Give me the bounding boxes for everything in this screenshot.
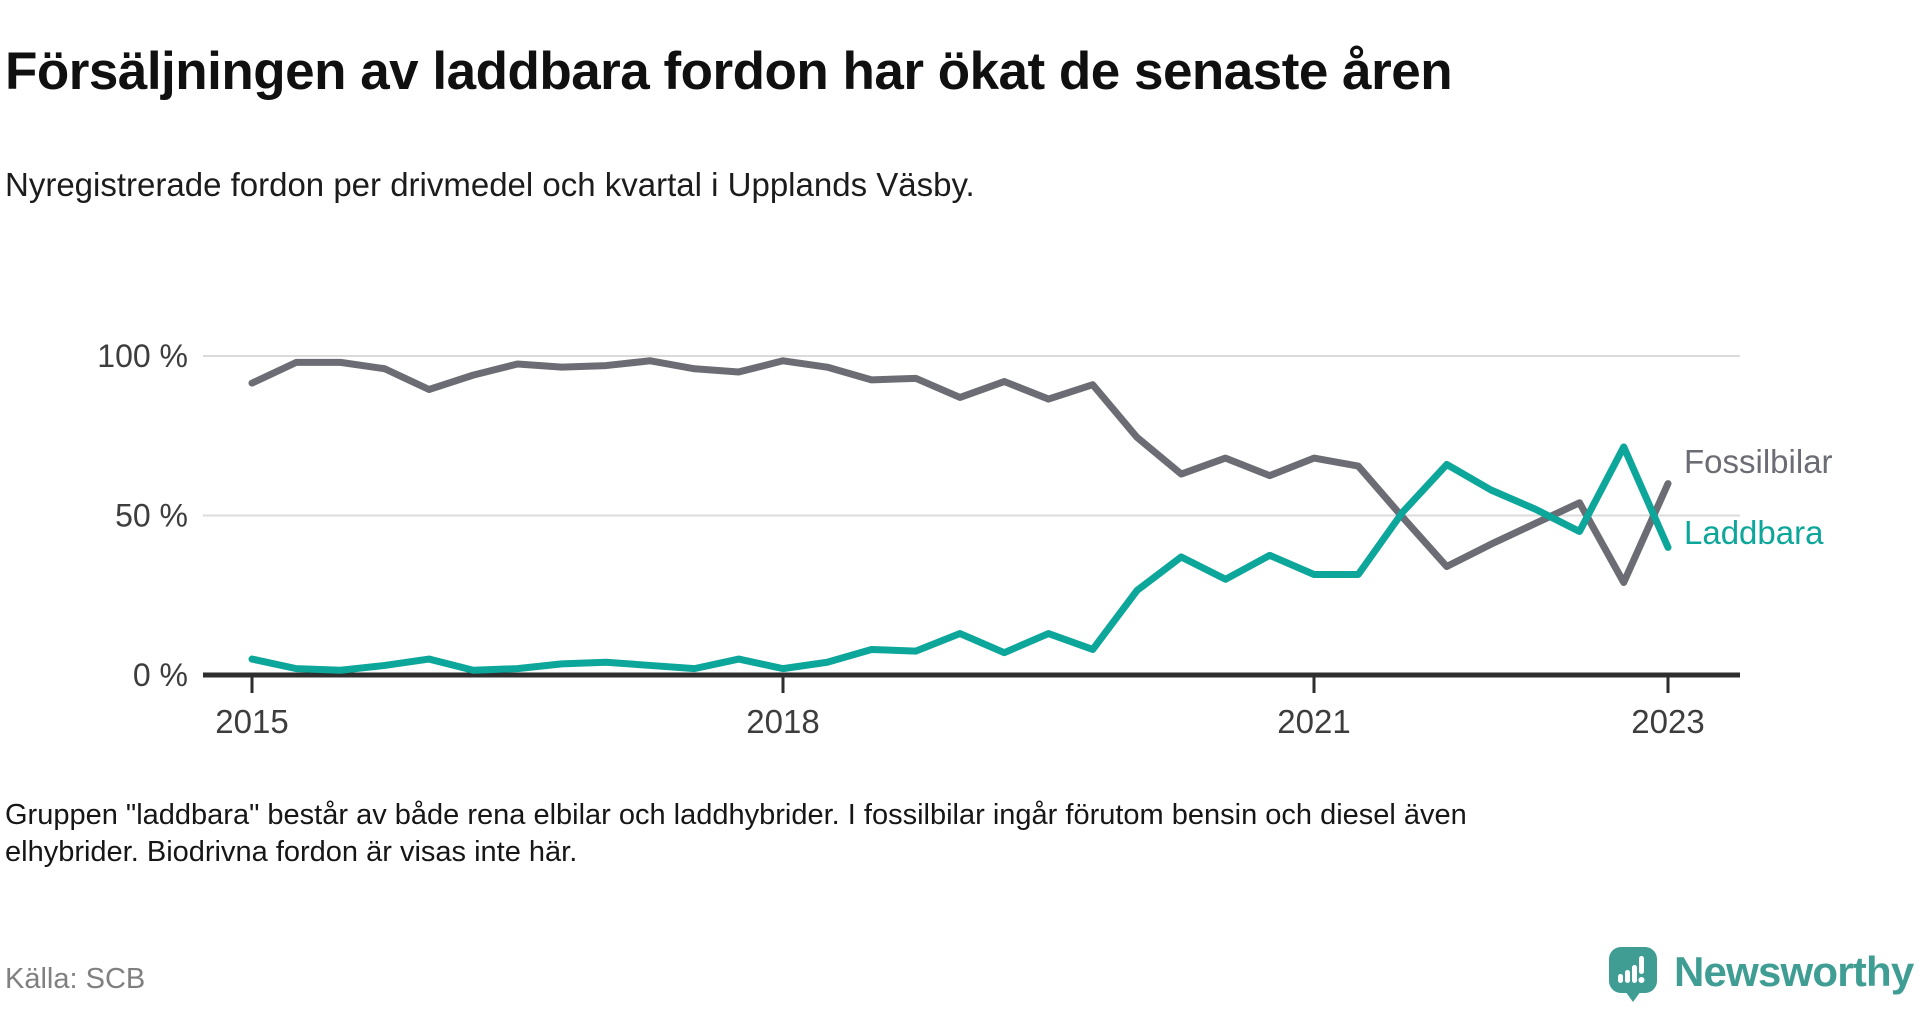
newsworthy-logo: Newsworthy [1608,946,1914,1004]
y-axis-label-0: 0 % [133,657,188,693]
logo-bar-3 [1632,965,1637,983]
page-title: Försäljningen av laddbara fordon har öka… [5,41,1453,101]
x-axis-label-2015: 2015 [215,703,288,740]
line-fossilbilar [248,357,1672,586]
logo-bar-1 [1618,974,1623,983]
logo-exclamation-dot [1638,977,1645,983]
line-laddbara [248,443,1672,674]
y-axis-label-50: 50 % [115,498,188,534]
x-axis-label-2018: 2018 [746,703,819,740]
footnote-line-2: elhybrider. Biodrivna fordon är visas in… [5,836,578,868]
y-axis-label-100: 100 % [97,338,188,374]
newsworthy-logo-text: Newsworthy [1674,948,1914,995]
source-label: Källa: SCB [5,963,146,995]
legend-label-fossilbilar: Fossilbilar [1684,442,1833,480]
x-axis-label-2023: 2023 [1631,703,1704,740]
x-axis-label-2021: 2021 [1277,703,1350,740]
newsworthy-logo-icon [1609,947,1657,1002]
legend-label-laddbara: Laddbara [1684,514,1824,552]
logo-bar-2 [1625,970,1630,983]
chart-subtitle: Nyregistrerade fordon per drivmedel och … [5,166,975,203]
footnote-line-1: Gruppen "laddbara" består av både rena e… [5,799,1467,831]
logo-exclamation-bar [1639,956,1644,974]
